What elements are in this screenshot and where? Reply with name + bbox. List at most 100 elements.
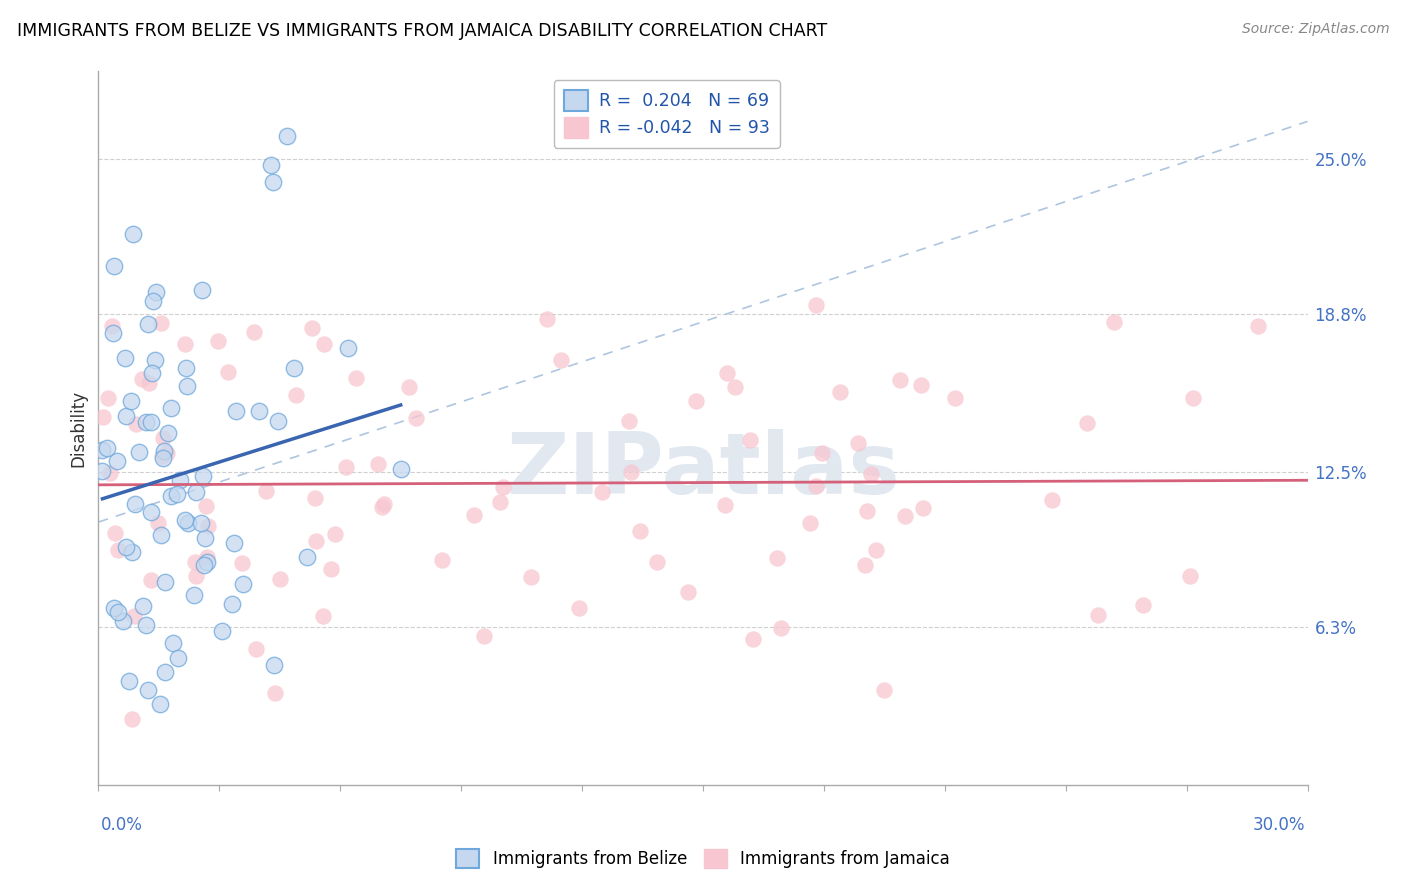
- Point: [132, 599, 155, 613]
- Point: [141, 366, 163, 380]
- Point: [260, 158, 283, 172]
- Point: [740, 434, 762, 448]
- Point: [799, 516, 821, 531]
- Point: [141, 574, 163, 588]
- Point: [254, 484, 277, 499]
- Point: [856, 504, 879, 518]
- Point: [1247, 318, 1270, 333]
- Point: [193, 558, 215, 573]
- Point: [120, 394, 142, 409]
- Point: [389, 462, 412, 476]
- Point: [344, 370, 367, 384]
- Point: [149, 697, 172, 711]
- Point: [242, 325, 264, 339]
- Point: [176, 516, 198, 531]
- Point: [190, 283, 212, 297]
- Point: [217, 365, 239, 379]
- Point: [103, 259, 125, 273]
- Point: [136, 317, 159, 331]
- Point: [811, 446, 834, 460]
- Point: [373, 497, 395, 511]
- Point: [943, 391, 966, 405]
- Point: [911, 501, 934, 516]
- Point: [211, 624, 233, 639]
- Point: [174, 361, 197, 376]
- Point: [267, 414, 290, 428]
- Point: [371, 500, 394, 515]
- Point: [685, 394, 707, 409]
- Point: [174, 513, 197, 527]
- Point: [91, 443, 114, 458]
- Point: [247, 403, 270, 417]
- Point: [105, 453, 128, 467]
- Point: [1040, 492, 1063, 507]
- Point: [98, 467, 121, 481]
- Point: [245, 641, 267, 656]
- Point: [264, 686, 287, 700]
- Point: [169, 473, 191, 487]
- Point: [135, 415, 157, 429]
- Point: [488, 495, 510, 509]
- Point: [405, 410, 427, 425]
- Point: [190, 516, 212, 530]
- Point: [101, 326, 124, 340]
- Point: [873, 682, 896, 697]
- Point: [195, 555, 218, 569]
- Legend: R =  0.204   N = 69, R = -0.042   N = 93: R = 0.204 N = 69, R = -0.042 N = 93: [554, 80, 780, 148]
- Point: [716, 366, 738, 380]
- Point: [194, 532, 217, 546]
- Point: [183, 588, 205, 602]
- Point: [152, 432, 174, 446]
- Point: [195, 549, 218, 564]
- Point: [304, 534, 326, 549]
- Point: [295, 550, 318, 565]
- Point: [125, 417, 148, 431]
- Point: [714, 498, 737, 512]
- Point: [620, 465, 643, 479]
- Point: [232, 577, 254, 591]
- Point: [889, 373, 911, 387]
- Point: [167, 651, 190, 665]
- Point: [150, 449, 173, 463]
- Point: [118, 673, 141, 688]
- Point: [221, 597, 243, 611]
- Point: [865, 543, 887, 558]
- Point: [152, 451, 174, 466]
- Point: [150, 317, 173, 331]
- Point: [770, 621, 793, 635]
- Point: [114, 351, 136, 366]
- Point: [91, 410, 114, 425]
- Point: [432, 553, 454, 567]
- Point: [853, 558, 876, 572]
- Point: [846, 436, 869, 450]
- Text: 0.0%: 0.0%: [101, 816, 143, 834]
- Point: [724, 380, 747, 394]
- Point: [145, 285, 167, 300]
- Point: [1181, 391, 1204, 405]
- Point: [894, 508, 917, 523]
- Point: [184, 485, 207, 500]
- Point: [828, 385, 851, 400]
- Point: [184, 569, 207, 583]
- Point: [193, 469, 215, 483]
- Point: [139, 415, 162, 429]
- Point: [335, 460, 357, 475]
- Point: [143, 353, 166, 368]
- Point: [765, 550, 787, 565]
- Point: [136, 682, 159, 697]
- Point: [591, 485, 613, 500]
- Point: [859, 467, 882, 481]
- Point: [323, 526, 346, 541]
- Point: [155, 574, 177, 589]
- Point: [124, 497, 146, 511]
- Point: [645, 555, 668, 569]
- Point: [337, 341, 360, 355]
- Y-axis label: Disability: Disability: [69, 390, 87, 467]
- Point: [304, 491, 326, 505]
- Point: [103, 601, 125, 615]
- Point: [910, 378, 932, 392]
- Point: [122, 227, 145, 242]
- Point: [112, 614, 135, 628]
- Point: [1180, 569, 1202, 583]
- Point: [135, 618, 157, 632]
